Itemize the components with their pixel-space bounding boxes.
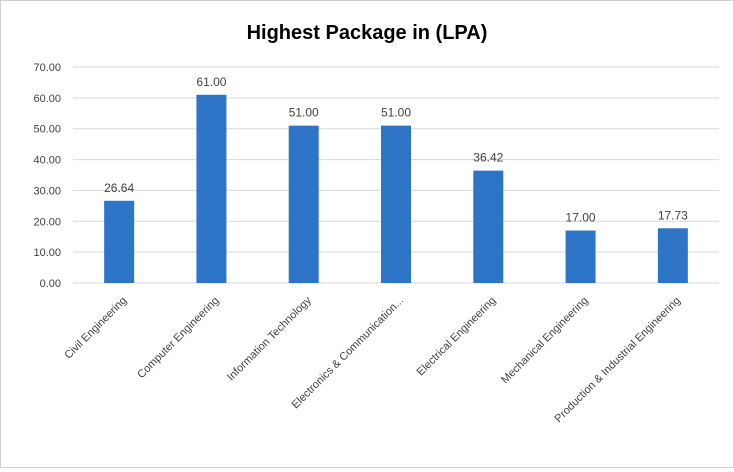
x-tick-label: Computer Engineering: [135, 295, 221, 381]
data-label: 26.64: [104, 181, 134, 195]
x-tick-label: Mechanical Engineering: [499, 295, 591, 387]
y-tick-label: 40.00: [33, 155, 61, 167]
y-tick-label: 20.00: [33, 216, 61, 228]
bar: [196, 94, 227, 284]
data-label: 36.42: [473, 151, 503, 165]
data-label: 61.00: [196, 75, 226, 89]
data-label: 51.00: [289, 106, 319, 120]
bars: [104, 94, 688, 284]
y-axis-tick-labels: 0.00 10.00 20.00 30.00 40.00 50.00 60.00 70.00: [33, 62, 61, 290]
x-tick-label: Information Technology: [225, 294, 314, 383]
data-label: 51.00: [381, 106, 411, 120]
x-tick-label: Electrical Engineering: [415, 295, 499, 379]
x-tick-label: Electronics & Communication...: [290, 295, 407, 412]
y-tick-label: 60.00: [33, 93, 61, 105]
bar: [473, 170, 504, 283]
bar: [381, 125, 411, 283]
data-labels: 26.64 61.00 51.00 51.00 36.42 17.00 17.73: [104, 75, 688, 225]
x-axis-tick-labels: Civil Engineering Computer Engineering Inf…: [62, 294, 683, 425]
y-tick-label: 50.00: [33, 124, 61, 136]
y-tick-label: 70.00: [33, 62, 61, 74]
data-label: 17.73: [658, 208, 688, 222]
bar: [657, 228, 688, 283]
bar: [288, 125, 319, 283]
y-tick-label: 10.00: [33, 247, 61, 259]
bar: [104, 200, 135, 283]
bar: [565, 230, 596, 283]
y-tick-label: 30.00: [33, 185, 61, 197]
data-label: 17.00: [566, 211, 596, 225]
x-tick-label: Civil Engineering: [62, 295, 129, 362]
chart-title: Highest Package in (LPA): [247, 22, 488, 44]
y-tick-label: 0.00: [40, 278, 61, 290]
